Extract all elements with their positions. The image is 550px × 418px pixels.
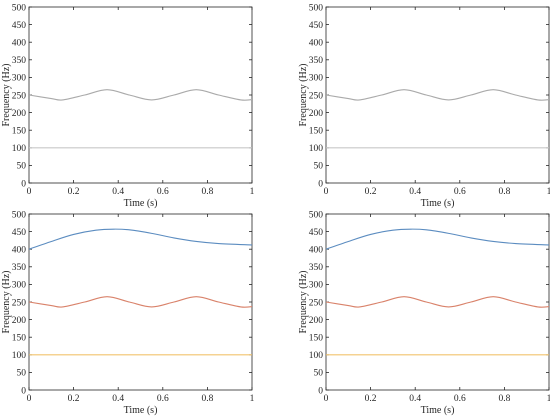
x-axis-label: Time (s) bbox=[421, 198, 455, 209]
y-tick-label: 450 bbox=[309, 228, 324, 238]
y-tick-label: 150 bbox=[12, 334, 27, 344]
y-tick-label: 500 bbox=[12, 3, 27, 13]
x-tick-label: 0.4 bbox=[112, 394, 124, 404]
x-tick-label: 0.4 bbox=[409, 187, 421, 197]
y-tick-label: 200 bbox=[12, 109, 27, 119]
y-tick-label: 0 bbox=[318, 386, 323, 396]
subplot-2: 0 50 100 150 200 250 300 350 400 450 500 0 0.2 0.4 0.6… bbox=[298, 3, 550, 209]
x-tick-label: 0.6 bbox=[157, 394, 169, 404]
y-tick-label: 350 bbox=[12, 263, 27, 273]
x-axis-label: Time (s) bbox=[124, 198, 158, 209]
series-line-1 bbox=[326, 228, 549, 250]
x-tick-label: 1 bbox=[250, 394, 255, 404]
y-tick-label: 50 bbox=[17, 369, 27, 379]
y-tick-label: 0 bbox=[318, 179, 323, 189]
y-axis-label: Frequency (Hz) bbox=[1, 63, 12, 126]
y-axis-label: Frequency (Hz) bbox=[298, 63, 309, 126]
x-tick-label: 0.6 bbox=[454, 394, 466, 404]
subplot-4: 0 50 100 150 200 250 300 350 400 450 500 0 0.2 0.4 0.6… bbox=[298, 210, 550, 416]
y-axis-label: Frequency (Hz) bbox=[298, 270, 309, 333]
series-line-2 bbox=[29, 296, 252, 308]
series-line-1 bbox=[29, 89, 252, 101]
subplot-1: 0 50 100 150 200 250 300 350 400 450 500 0 0.2 0.4 0.6… bbox=[1, 3, 255, 209]
y-tick-label: 450 bbox=[309, 21, 324, 31]
x-tick-label: 1 bbox=[250, 187, 255, 197]
y-tick-label: 0 bbox=[21, 386, 26, 396]
x-tick-label: 0.4 bbox=[112, 187, 124, 197]
series-line-1 bbox=[29, 228, 252, 250]
y-tick-label: 250 bbox=[12, 298, 27, 308]
x-axis-label: Time (s) bbox=[421, 405, 455, 416]
x-tick-label: 0 bbox=[27, 394, 32, 404]
series-line-1 bbox=[326, 89, 549, 101]
y-tick-label: 400 bbox=[309, 246, 324, 256]
series-line-2 bbox=[326, 296, 549, 308]
x-tick-label: 0 bbox=[324, 187, 329, 197]
y-tick-label: 0 bbox=[21, 179, 26, 189]
y-tick-label: 150 bbox=[309, 127, 324, 137]
y-tick-label: 100 bbox=[12, 351, 27, 361]
y-tick-label: 50 bbox=[314, 162, 324, 172]
y-tick-label: 450 bbox=[12, 228, 27, 238]
x-tick-label: 0.2 bbox=[365, 187, 377, 197]
y-tick-label: 200 bbox=[309, 316, 324, 326]
y-axis-label: Frequency (Hz) bbox=[1, 270, 12, 333]
subplot-3: 0 50 100 150 200 250 300 350 400 450 500 0 0.2 0.4 0.6… bbox=[1, 210, 255, 416]
y-tick-label: 150 bbox=[309, 334, 324, 344]
x-tick-label: 0.2 bbox=[68, 187, 80, 197]
x-tick-label: 0 bbox=[27, 187, 32, 197]
x-tick-label: 0.6 bbox=[454, 187, 466, 197]
y-tick-label: 100 bbox=[309, 351, 324, 361]
y-tick-label: 450 bbox=[12, 21, 27, 31]
y-tick-label: 150 bbox=[12, 127, 27, 137]
y-tick-label: 500 bbox=[12, 210, 27, 220]
x-tick-label: 0.6 bbox=[157, 187, 169, 197]
x-tick-label: 0.2 bbox=[365, 394, 377, 404]
y-tick-label: 250 bbox=[12, 91, 27, 101]
y-tick-label: 300 bbox=[309, 74, 324, 84]
y-tick-label: 50 bbox=[17, 162, 27, 172]
x-tick-label: 0.4 bbox=[409, 394, 421, 404]
y-tick-label: 350 bbox=[12, 56, 27, 66]
y-tick-label: 350 bbox=[309, 263, 324, 273]
x-axis-label: Time (s) bbox=[124, 405, 158, 416]
y-tick-label: 250 bbox=[309, 298, 324, 308]
y-tick-label: 300 bbox=[12, 74, 27, 84]
y-tick-label: 400 bbox=[12, 246, 27, 256]
y-tick-label: 50 bbox=[314, 369, 324, 379]
y-tick-label: 500 bbox=[309, 210, 324, 220]
x-tick-label: 0 bbox=[324, 394, 329, 404]
y-tick-label: 400 bbox=[12, 39, 27, 49]
y-tick-label: 100 bbox=[309, 144, 324, 154]
y-tick-label: 200 bbox=[12, 316, 27, 326]
y-tick-label: 400 bbox=[309, 39, 324, 49]
y-tick-label: 500 bbox=[309, 3, 324, 13]
x-tick-label: 0.8 bbox=[498, 187, 510, 197]
y-tick-label: 250 bbox=[309, 91, 324, 101]
y-tick-label: 300 bbox=[12, 281, 27, 291]
x-tick-label: 0.8 bbox=[201, 187, 213, 197]
x-tick-label: 0.8 bbox=[498, 394, 510, 404]
y-tick-label: 100 bbox=[12, 144, 27, 154]
x-tick-label: 0.8 bbox=[201, 394, 213, 404]
y-tick-label: 300 bbox=[309, 281, 324, 291]
x-tick-label: 1 bbox=[547, 394, 550, 404]
x-tick-label: 0.2 bbox=[68, 394, 80, 404]
y-tick-label: 200 bbox=[309, 109, 324, 119]
y-tick-label: 350 bbox=[309, 56, 324, 66]
x-tick-label: 1 bbox=[547, 187, 550, 197]
